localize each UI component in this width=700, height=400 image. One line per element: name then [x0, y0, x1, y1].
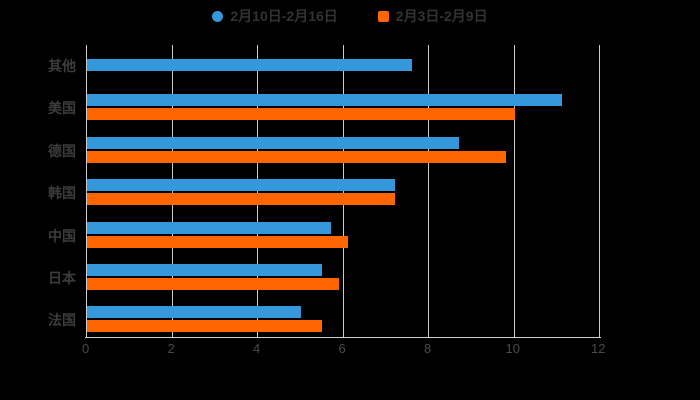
category-label: 其他 [48, 58, 76, 74]
bar-中国-week1[interactable] [87, 235, 348, 248]
x-tick-label: 10 [505, 341, 521, 356]
bar-法国-week1[interactable] [87, 320, 323, 333]
bar-韩国-week2[interactable] [87, 179, 395, 192]
bar-德国-week1[interactable] [87, 150, 506, 163]
legend-label-week1: 2月3日-2月9日 [395, 8, 488, 24]
bar-美国-week1[interactable] [87, 108, 515, 121]
x-axis-line [85, 337, 601, 338]
gridline [513, 45, 515, 329]
bar-美国-week2[interactable] [87, 94, 562, 107]
category-label: 韩国 [48, 185, 76, 202]
category-label: 法国 [48, 312, 76, 329]
legend: 2月10日-2月16日 2月3日-2月9日 [0, 6, 700, 26]
legend-square-marker-icon [377, 10, 389, 22]
bar-德国-week2[interactable] [87, 136, 459, 149]
bar-中国-week2[interactable] [87, 221, 331, 234]
category-label: 日本 [48, 270, 76, 286]
x-axis-tick [428, 329, 429, 337]
legend-circle-marker-icon [212, 10, 224, 22]
x-axis-tick [257, 329, 258, 337]
x-axis-tick [342, 329, 344, 337]
x-tick-label: 12 [591, 341, 606, 356]
x-tick-label: 8 [424, 341, 432, 356]
x-tick-label: 0 [82, 341, 90, 356]
category-label: 中国 [48, 227, 76, 244]
bar-其他-week2[interactable] [87, 59, 412, 71]
x-tick-label: 6 [338, 341, 346, 356]
y-axis-line [86, 45, 87, 337]
x-tick-label: 4 [253, 341, 261, 356]
bar-日本-week1[interactable] [87, 278, 340, 290]
bar-韩国-week1[interactable] [87, 193, 395, 206]
gridline [599, 45, 600, 329]
legend-label-week2: 2月10日-2月16日 [230, 8, 338, 24]
legend-item-week2[interactable]: 2月10日-2月16日 [212, 6, 338, 26]
bar-法国-week2[interactable] [87, 306, 301, 319]
category-label: 德国 [48, 142, 76, 159]
category-label: 美国 [48, 100, 76, 117]
legend-item-week1[interactable]: 2月3日-2月9日 [377, 6, 488, 26]
x-axis-tick [513, 329, 515, 337]
gridline [428, 45, 429, 329]
x-axis-tick [171, 329, 173, 337]
bar-日本-week2[interactable] [87, 264, 323, 276]
x-tick-label: 2 [167, 341, 175, 356]
x-axis-tick [599, 329, 600, 337]
